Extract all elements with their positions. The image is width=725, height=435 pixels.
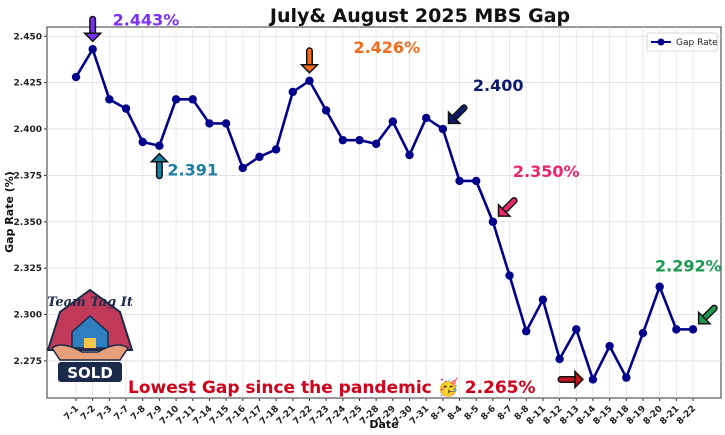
callout-arrow-8-6-icon-head xyxy=(497,202,512,217)
y-tick-label: 2.375 xyxy=(14,171,42,181)
logo-top-text: Team Tag It xyxy=(47,295,133,310)
callout-arrow-8-22-icon-head xyxy=(697,310,712,325)
data-point xyxy=(388,117,398,126)
legend-box xyxy=(646,32,718,52)
x-tick-label: 8-6 xyxy=(479,404,498,423)
data-point xyxy=(655,282,664,291)
logo-badge xyxy=(58,362,122,382)
data-point xyxy=(71,72,81,82)
x-axis-title: Date xyxy=(369,418,398,431)
data-point xyxy=(588,375,598,384)
callout-label: 2.391 xyxy=(167,161,218,180)
data-point xyxy=(255,152,264,162)
data-point xyxy=(455,176,464,186)
team-tag-it-logo: Team Tag It SOLD xyxy=(46,288,134,382)
series-gap-rate xyxy=(71,45,698,384)
callouts: 2.443% 2.391 2.426% 2.400 2.350% 2.292% xyxy=(82,10,722,390)
grid xyxy=(47,27,721,398)
chart-title: July& August 2025 MBS Gap xyxy=(268,5,570,27)
callout-arrow-7-9-icon-head xyxy=(149,152,170,163)
callout-label: 2.443% xyxy=(113,10,180,29)
data-point xyxy=(672,325,681,334)
y-tick-label: 2.300 xyxy=(14,311,42,321)
data-point xyxy=(171,95,181,104)
x-tick-label: 8-1 xyxy=(429,404,448,423)
x-tick-label: 8-7 xyxy=(496,404,515,423)
callout-arrow-8-22-icon-shaft xyxy=(702,306,717,321)
data-point xyxy=(188,95,197,104)
data-point xyxy=(438,124,448,134)
x-tick-label: 7-2 xyxy=(79,404,98,423)
data-point xyxy=(522,327,531,336)
callout-label: 2.426% xyxy=(353,38,420,57)
callout-arrow-8-1-icon-head xyxy=(447,110,462,125)
data-point xyxy=(205,119,214,128)
data-point xyxy=(138,137,147,147)
data-point xyxy=(305,76,314,85)
x-tick-label: 7-31 xyxy=(408,404,431,427)
plot-area: 2.275 2.300 2.325 2.350 2.375 2.400 2.425 2.450… xyxy=(14,10,722,427)
x-tick-label: 8-4 xyxy=(446,404,465,423)
data-point xyxy=(271,145,281,154)
logo-badge-text: SOLD xyxy=(67,364,113,382)
data-point xyxy=(105,95,114,104)
callout-label: 2.400 xyxy=(473,76,524,95)
y-tick-label: 2.450 xyxy=(14,32,42,42)
callout-arrow-8-1-icon-shaft xyxy=(452,105,467,120)
x-tick-label: 7-7 xyxy=(113,404,132,423)
data-point xyxy=(355,135,364,145)
y-tick-label: 2.275 xyxy=(14,357,42,367)
data-point xyxy=(572,325,581,334)
data-point xyxy=(688,325,698,334)
y-tick-label: 2.350 xyxy=(14,218,42,228)
data-point xyxy=(472,176,481,186)
x-tick-label: 7-3 xyxy=(96,404,115,423)
data-point xyxy=(121,104,131,113)
y-tick-label: 2.425 xyxy=(14,79,42,89)
callout-arrow-7-22-icon-head xyxy=(299,64,320,74)
data-point xyxy=(321,106,331,115)
bottom-note: Lowest Gap since the pandemic 🥳 2.265% xyxy=(128,377,536,398)
legend-marker xyxy=(657,38,665,46)
y-tick-label: 2.400 xyxy=(14,125,42,135)
logo-door xyxy=(84,338,96,348)
data-point xyxy=(155,141,164,150)
data-point xyxy=(505,271,514,280)
logo-house-icon xyxy=(71,314,109,349)
callout-arrow-7-2-icon-head xyxy=(82,32,103,43)
callout-label: 2.350% xyxy=(513,162,580,181)
data-point xyxy=(405,150,414,160)
data-point xyxy=(488,217,498,226)
data-point xyxy=(338,135,348,145)
data-point xyxy=(288,87,297,97)
data-point xyxy=(638,328,648,338)
y-tick-label: 2.325 xyxy=(14,264,42,274)
callout-arrow-8-6-icon-shaft xyxy=(502,198,517,213)
data-point xyxy=(538,295,548,304)
data-point xyxy=(555,354,564,364)
data-point xyxy=(421,113,431,123)
data-point xyxy=(238,163,247,173)
x-tick-label: 8-22 xyxy=(675,404,698,427)
data-point xyxy=(622,373,631,382)
data-point xyxy=(605,341,614,351)
x-tick-label: 8-5 xyxy=(463,404,482,423)
x-tick-label: 7-1 xyxy=(63,404,82,423)
lowest-point-arrow-icon-head xyxy=(574,369,585,390)
handshake-icon xyxy=(50,344,130,361)
legend-label: Gap Rate xyxy=(676,38,718,48)
y-axis-title: Gap Rate (%) xyxy=(3,171,16,253)
legend: Gap Rate xyxy=(646,32,718,52)
data-point xyxy=(221,119,231,128)
y-axis-ticks: 2.275 2.300 2.325 2.350 2.375 2.400 2.425 2.450 xyxy=(14,32,47,367)
data-point xyxy=(371,139,381,149)
callout-label: 2.292% xyxy=(655,256,722,275)
data-point xyxy=(88,45,97,54)
x-tick-label: 7-8 xyxy=(129,404,148,423)
